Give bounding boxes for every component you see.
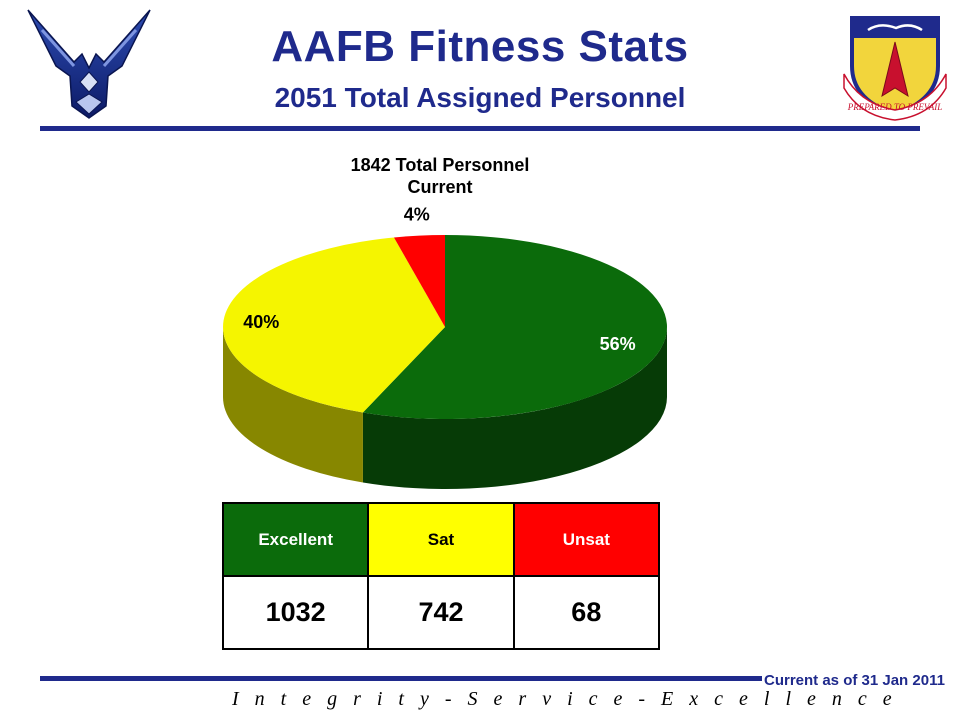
pie-side-walls	[223, 327, 667, 489]
pie-slice-unsat	[393, 235, 445, 327]
value-cell-unsat: 68	[512, 575, 661, 650]
pie-label-sat: 40%	[243, 312, 279, 332]
air-force-wings-logo	[27, 9, 151, 119]
pie-slice-excellent	[362, 235, 668, 420]
table-value-row: 1032 742 68	[221, 575, 661, 650]
pie-side-excellent	[362, 327, 667, 489]
header-cell-unsat: Unsat	[512, 502, 661, 577]
pie-side-sat	[223, 327, 363, 483]
as-of-date: Current as of 31 Jan 2011	[762, 672, 960, 689]
chart-title: 1842 Total Personnel Current	[290, 154, 590, 198]
pie-label-excellent: 56%	[600, 334, 636, 354]
footer-motto: I n t e g r i t y - S e r v i c e - E x …	[232, 688, 898, 710]
value-cell-sat: 742	[367, 575, 515, 650]
header-cell-excellent: Excellent	[221, 502, 370, 577]
table-header-row: Excellent Sat Unsat	[221, 502, 661, 577]
chart-title-line-1: 1842 Total Personnel	[350, 155, 530, 175]
wing-shield-emblem: PREPARED TO PREVAIL	[843, 16, 947, 121]
header-divider	[40, 126, 920, 131]
pie-label-unsat: 4%	[404, 204, 430, 224]
value-cell-excellent: 1032	[221, 575, 370, 650]
page-title: AAFB Fitness Stats	[271, 22, 689, 71]
emblem-motto: PREPARED TO PREVAIL	[847, 102, 943, 112]
pie-slice-sat	[223, 237, 445, 413]
header-cell-sat: Sat	[367, 502, 515, 577]
page-subtitle: 2051 Total Assigned Personnel	[274, 82, 686, 113]
chart-title-line-2: Current	[407, 177, 473, 197]
footer-divider	[40, 676, 920, 681]
fitness-table: Excellent Sat Unsat 1032 742 68	[221, 502, 661, 650]
